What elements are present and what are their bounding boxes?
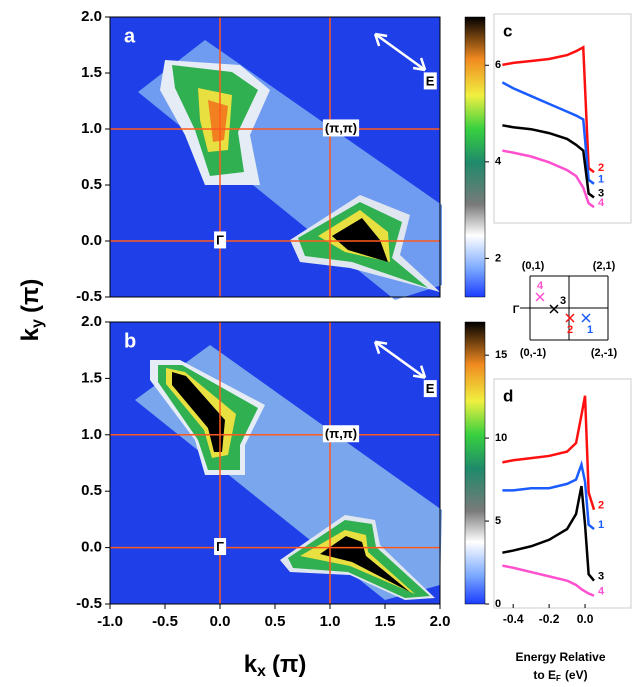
inset-label: (0,-1) [520,347,547,359]
spectrum-line [502,45,595,174]
y-tick-label: 0.0 [81,539,102,556]
y-tick-label: 1.0 [81,426,102,443]
series-label: 2 [598,500,604,512]
panel-label: b [124,330,136,352]
inset-label: (2,1) [593,260,616,272]
colorbar-tick-label: 10 [495,432,507,444]
spectrum-line [502,124,595,199]
y-tick-label: -0.5 [76,288,102,305]
map-b [110,322,442,604]
y-tick-label: 0.0 [81,232,102,249]
x-label-unit: (π) [272,651,306,678]
x-label-main: k [244,651,258,678]
annotation: E [426,381,435,396]
series-label: 4 [598,586,605,598]
y-label-sub: y [29,319,46,328]
x-tick-label: 1.0 [320,613,341,630]
inset-cut-label: 1 [587,324,593,336]
inset-cut-label: 2 [567,324,573,336]
panel-label: d [503,386,513,405]
spectrum-line [502,395,596,511]
x-tick-label: -0.5 [152,613,178,630]
colorbar-tick-label: 15 [495,349,507,361]
series-label: 3 [598,187,604,199]
series-label: 3 [598,571,604,583]
inset-label: (0,1) [522,260,545,272]
colorbar-tick-label: 4 [495,156,502,168]
spectrum-line [502,149,595,209]
direction-arrow [373,32,427,72]
y-tick-label: 1.5 [81,64,102,81]
x-axis-label: kx (π) [244,651,307,680]
colorbar-tick-label: 5 [495,515,501,527]
spectrum-line [501,81,595,185]
annotation-box [322,425,360,443]
x-tick-label: 2.0 [430,613,451,630]
panel-label: c [503,21,512,40]
y-tick-label: 1.0 [81,120,102,137]
panel-frame [493,13,632,224]
spectrum-line [502,564,595,597]
x-tick-label: 1.5 [375,613,396,630]
x-axis-label: to EF (eV) [533,668,587,683]
x-label-sub: x [257,663,266,680]
panel-frame [493,378,632,609]
inset-label: Γ [513,304,520,316]
x-tick-label: 0.0 [577,612,594,626]
inset: (0,1) (2,1) (0,-1) (2,-1) Γ 4 3 2 1 [513,260,618,359]
y-label-unit: (π) [17,279,44,313]
x-tick-label: 0.5 [265,613,286,630]
series-label: 1 [598,519,604,531]
x-label-part: (eV) [565,668,588,682]
y-tick-label: 0.5 [81,482,102,499]
spectrum-line [502,485,595,582]
y-tick-label: 1.5 [81,369,102,386]
inset-cut-label: 3 [560,295,566,307]
series-label: 1 [598,174,604,186]
colorbar [464,321,486,605]
colorbar [464,16,486,298]
colorbar-tick-label: 6 [495,59,501,71]
y-tick-label: 2.0 [81,8,102,25]
panel-label: a [124,25,136,47]
annotation-box [322,119,360,137]
y-axis-label: ky (π) [17,279,46,342]
plot-frame [109,16,441,298]
annotation: (π,π) [325,426,357,441]
annotation-box [214,538,227,556]
series-label: 2 [598,162,604,174]
annotation: E [426,73,435,88]
annotation-box [423,72,437,90]
spectrum-line [502,459,595,531]
annotation: Γ [216,232,224,247]
inset-label: (2,-1) [591,347,618,359]
colorbar-tick-label: 2 [495,252,501,264]
y-tick-label: -0.5 [76,595,102,612]
annotation-box [423,380,437,398]
x-label-sub: F [556,674,561,683]
annotation: (π,π) [325,120,357,135]
x-tick-label: -0.2 [539,612,560,626]
colorbar-tick-label: 0 [495,598,501,610]
inset-cut-label: 4 [537,280,544,292]
x-axis-label: Energy Relative [515,650,605,664]
y-tick-label: 2.0 [81,313,102,330]
direction-arrow [373,340,427,379]
annotation-box [214,231,227,249]
x-tick-label: -0.4 [503,612,524,626]
map-a [110,17,442,300]
x-tick-label: 0.0 [210,613,231,630]
y-label-main: k [17,327,44,341]
annotation: Γ [216,539,224,554]
y-tick-label: 0.5 [81,176,102,193]
x-tick-label: -1.0 [97,613,123,630]
series-label: 4 [598,197,605,209]
x-label-part: to E [533,668,556,682]
